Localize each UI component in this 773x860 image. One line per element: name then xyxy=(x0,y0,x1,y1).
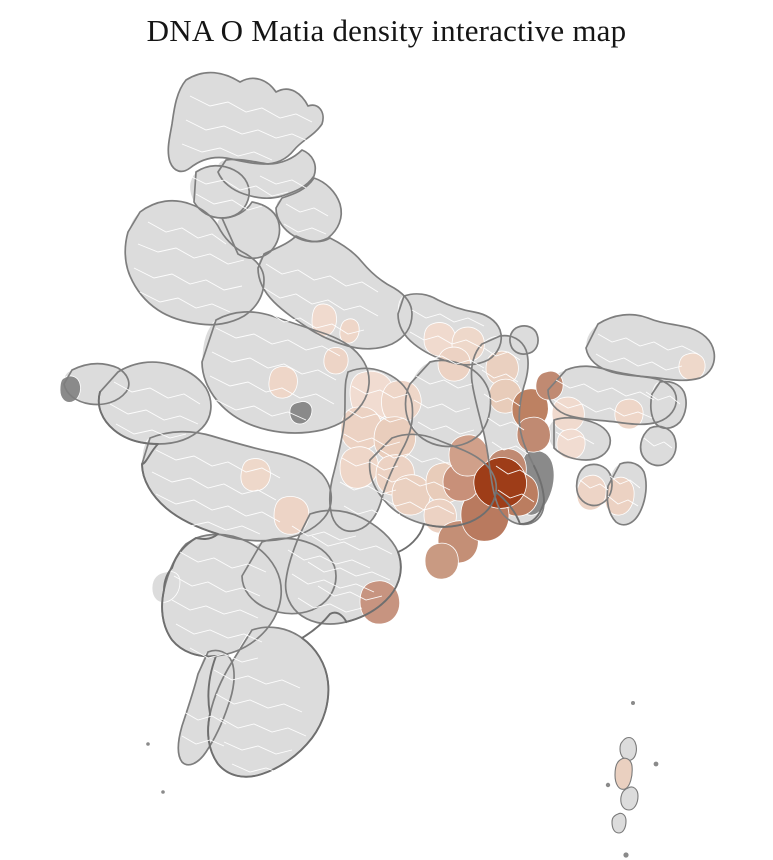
island-middle-andaman-value xyxy=(615,758,632,789)
district-cg-north-b xyxy=(381,381,421,424)
district-odisha-southwest xyxy=(360,581,400,624)
island-south-andaman xyxy=(621,787,638,810)
district-odisha-coastal-mid xyxy=(425,543,458,579)
district-bengal-corridor-b xyxy=(517,417,550,452)
island-little-andaman xyxy=(612,813,626,833)
island-dot-lakshadweep-a xyxy=(146,742,150,746)
district-hotspot-core xyxy=(474,457,527,508)
island-dot-east xyxy=(653,761,659,767)
district-borders-texture xyxy=(109,95,699,775)
district-assam-light-b xyxy=(615,399,643,429)
district-arunachal-light xyxy=(679,353,705,380)
district-maharashtra-scatter xyxy=(274,496,309,534)
choropleth-map[interactable] xyxy=(0,52,773,860)
district-up-scatter-b xyxy=(340,319,359,343)
island-dot-west xyxy=(605,782,611,788)
district-mp-south-scatter xyxy=(241,458,270,491)
district-mp-scatter-a xyxy=(269,366,297,398)
district-mp-scatter-b xyxy=(324,347,348,374)
island-dot-far-north xyxy=(631,701,635,705)
coastline xyxy=(99,392,544,777)
hotspot-group[interactable] xyxy=(474,457,527,508)
state-goa xyxy=(152,571,180,602)
district-assam-light-a xyxy=(552,397,584,431)
island-north-andaman xyxy=(620,738,636,761)
district-up-scatter-a xyxy=(312,304,337,336)
island-dot-car-nicobar xyxy=(623,852,629,858)
district-kutch-coast-dark xyxy=(60,376,81,402)
district-central-dark-patch xyxy=(290,401,312,424)
district-sikkim-corridor xyxy=(536,371,563,400)
andaman-nicobar-islands[interactable] xyxy=(146,701,659,860)
island-dot-lakshadweep-b xyxy=(161,790,165,794)
india-district-choropleth[interactable] xyxy=(0,52,773,860)
page-title: DNA O Matia density interactive map xyxy=(146,13,627,48)
light-value-districts[interactable] xyxy=(241,304,359,534)
